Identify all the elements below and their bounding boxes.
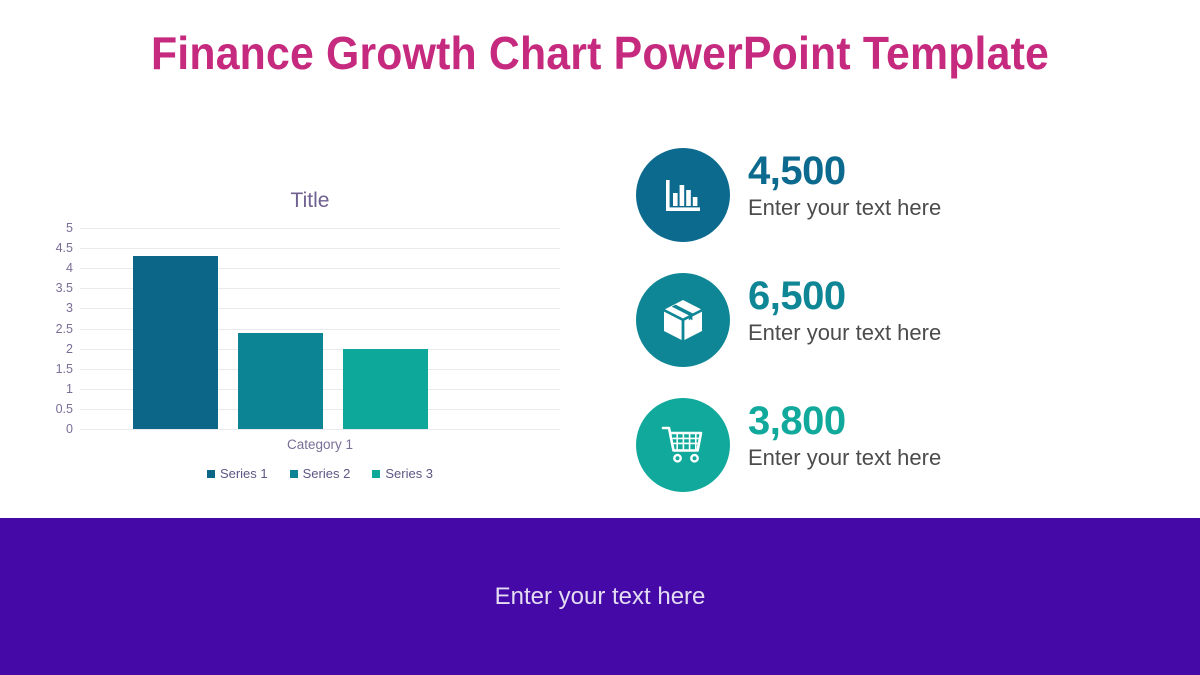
chart-gridline bbox=[80, 228, 560, 229]
chart-title: Title bbox=[290, 189, 330, 212]
chart-gridline bbox=[80, 248, 560, 249]
legend-item-series-1[interactable]: Series 1 bbox=[206, 466, 268, 481]
chart-y-tick: 2 bbox=[66, 341, 73, 356]
legend-item-series-2[interactable]: Series 2 bbox=[289, 466, 351, 481]
legend-swatch-series-1 bbox=[206, 469, 215, 478]
kpi-row-2: 6,500 Enter your text here bbox=[636, 273, 1176, 398]
chart-gridline bbox=[80, 288, 560, 289]
kpi-text-3: 3,800 Enter your text here bbox=[748, 399, 942, 471]
chart-bar-series-1[interactable] bbox=[133, 256, 218, 429]
package-box-icon bbox=[664, 300, 702, 340]
kpi-icon-badge-3[interactable] bbox=[636, 398, 730, 492]
legend-swatch-series-3 bbox=[372, 469, 381, 478]
chart-y-tick: 2.5 bbox=[55, 321, 73, 336]
chart-y-tick: 0 bbox=[66, 421, 73, 436]
chart-gridline bbox=[80, 429, 560, 430]
bar-chart: Title 5 4.5 4 3.5 3 2.5 2 1.5 1 0.5 0 Category 1 S… bbox=[30, 175, 590, 495]
chart-bar-series-3[interactable] bbox=[343, 349, 428, 429]
chart-y-tick: 1 bbox=[66, 381, 73, 396]
footer-text: Enter your text here bbox=[494, 582, 706, 610]
kpi-row-3: 3,800 Enter your text here bbox=[636, 398, 1176, 523]
legend-label-series-1: Series 1 bbox=[219, 466, 268, 481]
kpi-value-2: 6,500 bbox=[748, 274, 846, 318]
chart-y-tick: 3 bbox=[66, 300, 73, 315]
kpi-text-2: 6,500 Enter your text here bbox=[748, 274, 942, 346]
kpi-text-1: 4,500 Enter your text here bbox=[748, 149, 942, 221]
bar-chart-icon bbox=[666, 180, 700, 211]
kpi-list: 4,500 Enter your text here bbox=[636, 148, 1176, 523]
chart-y-tick: 1.5 bbox=[55, 361, 73, 376]
chart-legend: Series 1 Series 2 Series 3 bbox=[80, 466, 560, 481]
chart-plot-area: 5 4.5 4 3.5 3 2.5 2 1.5 1 0.5 0 bbox=[56, 222, 560, 435]
legend-item-series-3[interactable]: Series 3 bbox=[372, 466, 433, 481]
chart-category-label: Category 1 bbox=[286, 437, 354, 452]
chart-gridline bbox=[80, 329, 560, 330]
legend-label-series-2: Series 2 bbox=[302, 466, 351, 481]
footer-band: Enter your text here bbox=[0, 518, 1200, 675]
kpi-caption-2: Enter your text here bbox=[748, 319, 942, 345]
kpi-value-3: 3,800 bbox=[748, 399, 846, 443]
chart-y-tick: 5 bbox=[66, 220, 73, 235]
chart-gridline bbox=[80, 268, 560, 269]
kpi-icon-badge-2[interactable] bbox=[636, 273, 730, 367]
shopping-cart-icon bbox=[661, 426, 703, 463]
kpi-icon-badge-1[interactable] bbox=[636, 148, 730, 242]
legend-label-series-3: Series 3 bbox=[385, 466, 434, 481]
kpi-row-1: 4,500 Enter your text here bbox=[636, 148, 1176, 273]
legend-swatch-series-2 bbox=[289, 469, 298, 478]
kpi-caption-3: Enter your text here bbox=[748, 444, 942, 470]
chart-y-tick: 3.5 bbox=[55, 280, 73, 295]
chart-y-tick: 4 bbox=[66, 260, 73, 275]
kpi-value-1: 4,500 bbox=[748, 149, 846, 193]
page-title: Finance Growth Chart PowerPoint Template bbox=[150, 27, 1050, 79]
chart-gridline bbox=[80, 308, 560, 309]
chart-bar-series-2[interactable] bbox=[238, 333, 323, 429]
kpi-caption-1: Enter your text here bbox=[748, 194, 942, 220]
chart-y-tick: 4.5 bbox=[55, 240, 73, 255]
chart-y-tick: 0.5 bbox=[55, 401, 73, 416]
